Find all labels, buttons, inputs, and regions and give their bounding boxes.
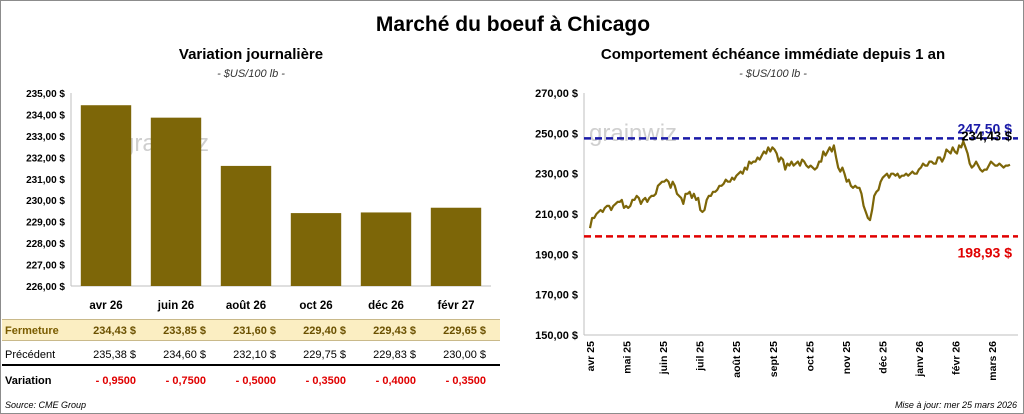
y-tick-label: 210,00 $ [535,209,578,221]
y-tick-label: 233,00 $ [26,132,65,143]
main-title: Marché du boeuf à Chicago [375,13,651,36]
y-tick-label: 150,00 $ [535,330,578,342]
last-label: 234,43 $ [961,129,1012,144]
one-year-line-chart: grainwiz 150,00 $ 170,00 $ 190,00 $ 210,00 $… [535,88,1018,381]
y-tick-label: 170,00 $ [535,290,578,302]
x-tick-label: avr 26 [89,300,122,312]
table-row-previous: Précédent 235,38 $ 234,60 $ 232,10 $ 229,75… [2,344,500,366]
x-tick-label: nov 25 [841,341,853,374]
x-tick-label: févr 27 [437,300,474,312]
y-tick-label: 232,00 $ [26,153,65,164]
y-tick-label: 231,00 $ [26,175,65,186]
table-cell: 234,60 $ [163,349,206,361]
x-tick-label: juin 25 [658,341,670,375]
left-chart-subtitle: - $US/100 lb - [217,68,285,80]
y-tick-label: 228,00 $ [26,239,65,250]
table-cell: 235,38 $ [93,349,136,361]
low-label: 198,93 $ [958,244,1013,260]
table-cell: - 0,3500 [445,375,486,387]
table-cell: 229,83 $ [373,349,416,361]
x-tick-label: août 26 [226,300,266,312]
right-chart-subtitle: - $US/100 lb - [739,68,807,80]
bar-déc-26 [360,212,412,286]
y-tick-label: 190,00 $ [535,249,578,261]
watermark-right: grainwiz [589,120,677,147]
daily-variation-bar-chart: grainwiz226,00 $227,00 $228,00 $229,00 $… [26,89,491,312]
row-label-close: Fermeture [5,325,59,337]
table-row-close: Fermeture 234,43 $ 233,85 $ 231,60 $ 229,40… [2,319,500,341]
table-cell: - 0,3500 [305,375,346,387]
x-tick-label: oct 26 [299,300,332,312]
source-note: Source: CME Group [5,400,87,410]
y-tick-label: 227,00 $ [26,261,65,272]
row-label-variation: Variation [5,375,52,387]
table-cell: 231,60 $ [233,325,276,337]
bar-août-26 [220,165,272,286]
table-cell: 229,75 $ [303,349,346,361]
bar-févr-27 [430,207,482,286]
y-tick-label: 270,00 $ [535,88,578,100]
table-row-variation: Variation - 0,9500 - 0,7500 - 0,5000 - 0,35… [2,370,500,392]
table-cell: 234,43 $ [93,325,136,337]
x-tick-label: mars 26 [987,341,999,381]
y-tick-label: 229,00 $ [26,218,65,229]
table-cell: - 0,7500 [165,375,206,387]
high-label: 247,50 $ [958,120,1013,136]
left-chart-title: Variation journalière [178,46,324,63]
x-tick-label: janv 26 [914,341,926,378]
table-cell: 229,40 $ [303,325,346,337]
table-cell: 229,43 $ [373,325,416,337]
update-note: Mise à jour: mer 25 mars 2026 [894,400,1017,410]
x-tick-label: déc 25 [877,341,889,374]
table-cell: 229,65 $ [443,325,486,337]
table-cell: - 0,4000 [375,375,416,387]
right-chart-title: Comportement échéance immédiate depuis 1… [600,46,946,63]
x-tick-label: août 25 [731,341,743,378]
y-tick-label: 230,00 $ [26,196,65,207]
x-tick-label: juin 26 [157,300,194,312]
row-label-previous: Précédent [5,349,56,361]
price-series-line [588,140,1011,229]
x-tick-label: avr 25 [585,341,597,372]
x-tick-label: oct 25 [804,341,816,372]
bar-oct-26 [290,213,342,286]
bar-avr-26 [80,105,132,287]
x-tick-label: juil 25 [695,341,707,372]
y-tick-label: 250,00 $ [535,128,578,140]
table-cell: - 0,5000 [235,375,276,387]
table-cell: 233,85 $ [163,325,206,337]
table-cell: 230,00 $ [443,349,486,361]
y-tick-label: 234,00 $ [26,110,65,121]
y-tick-label: 230,00 $ [535,169,578,181]
y-tick-label: 235,00 $ [26,89,65,100]
table-cell: - 0,9500 [95,375,136,387]
bar-juin-26 [150,117,202,287]
x-tick-label: févr 26 [951,341,963,375]
y-tick-label: 226,00 $ [26,282,65,293]
table-cell: 232,10 $ [233,349,276,361]
x-tick-label: déc 26 [368,300,404,312]
x-tick-label: sept 25 [768,341,780,377]
x-tick-label: mai 25 [622,341,634,374]
